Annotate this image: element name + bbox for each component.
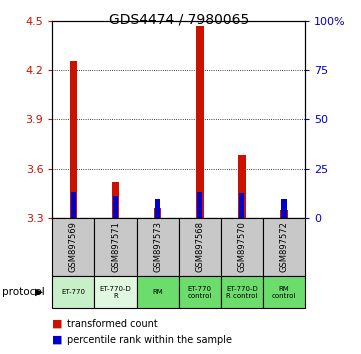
Bar (280, 210, 288, 218)
Bar (238, 155, 245, 218)
Bar (136, 276, 179, 308)
Bar (154, 208, 161, 218)
Bar (221, 218, 263, 276)
Bar (263, 218, 305, 276)
Bar (52, 276, 95, 308)
Bar (52, 218, 95, 276)
Bar (113, 196, 118, 218)
Text: RM: RM (152, 289, 163, 295)
Text: ET-770
control: ET-770 control (188, 286, 212, 298)
Text: ET-770-D
R: ET-770-D R (100, 286, 131, 298)
Bar (197, 192, 202, 218)
Bar (196, 26, 204, 218)
Bar (263, 276, 305, 308)
Bar (155, 199, 160, 218)
Text: GSM897571: GSM897571 (111, 222, 120, 272)
Bar (221, 276, 263, 308)
Text: ET-770-D
R control: ET-770-D R control (226, 286, 258, 298)
Text: RM
control: RM control (272, 286, 296, 298)
Text: ■: ■ (52, 335, 63, 345)
Text: GSM897568: GSM897568 (195, 221, 204, 273)
Text: GSM897573: GSM897573 (153, 221, 162, 273)
Bar (179, 276, 221, 308)
Text: transformed count: transformed count (67, 319, 157, 329)
Bar (239, 193, 244, 218)
Text: GSM897570: GSM897570 (238, 222, 246, 272)
Bar (179, 218, 221, 276)
Text: GSM897572: GSM897572 (279, 222, 288, 272)
Text: ET-770: ET-770 (61, 289, 86, 295)
Text: percentile rank within the sample: percentile rank within the sample (67, 335, 232, 345)
Bar (95, 218, 136, 276)
Text: protocol: protocol (2, 287, 44, 297)
Text: GDS4474 / 7980065: GDS4474 / 7980065 (109, 12, 249, 27)
Text: ▶: ▶ (35, 287, 43, 297)
Bar (136, 218, 179, 276)
Bar (282, 199, 287, 218)
Bar (70, 61, 77, 218)
Bar (71, 192, 76, 218)
Text: GSM897569: GSM897569 (69, 222, 78, 272)
Bar (112, 182, 119, 218)
Text: ■: ■ (52, 319, 63, 329)
Bar (95, 276, 136, 308)
